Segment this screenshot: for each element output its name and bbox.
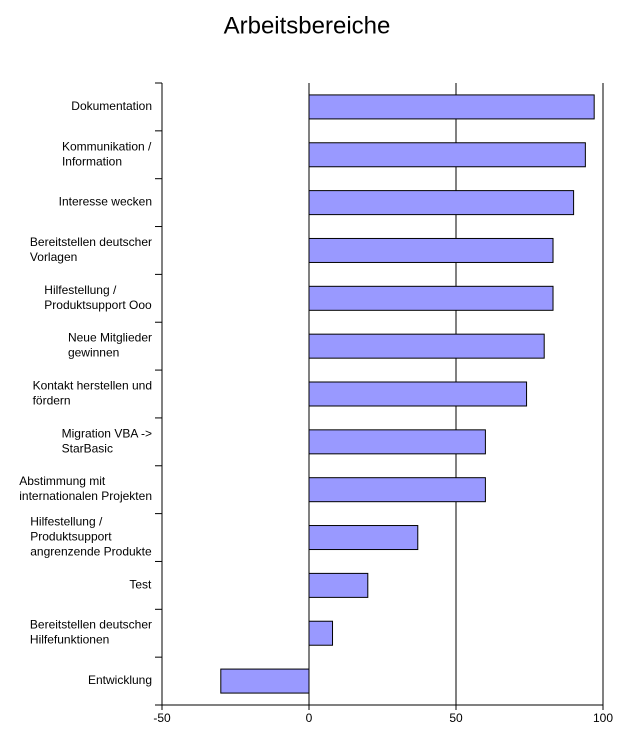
y-tick-label: Kontakt herstellen und fördern [33, 379, 152, 408]
y-tick-label: Neue Mitglieder gewinnen [68, 331, 152, 360]
bar [308, 381, 528, 407]
x-tick-label: 100 [593, 711, 613, 725]
y-tick-label: Entwicklung [88, 673, 152, 687]
x-tick-label: 0 [306, 711, 313, 725]
bar [308, 94, 595, 120]
bar [308, 572, 369, 598]
bar [308, 237, 554, 263]
bar [308, 620, 334, 646]
bar [308, 429, 486, 455]
y-tick-label: Test [129, 578, 152, 592]
y-tick-label: Hilfestellung / Produktsupport Ooo [44, 283, 152, 312]
y-tick-label: Kommunikation / Information [62, 139, 152, 168]
bar [308, 477, 486, 503]
chart-title: Arbeitsbereiche [224, 12, 391, 39]
bar [220, 668, 310, 694]
y-tick-label: Migration VBA -> StarBasic [62, 427, 152, 456]
y-tick-label: Abstimmung mit internationalen Projekten [19, 474, 152, 503]
y-tick-label: Dokumentation [71, 99, 152, 113]
bar [308, 142, 586, 168]
y-tick-label: Hilfestellung / Produktsupport angrenzende… [30, 515, 152, 559]
bar [308, 333, 545, 359]
y-tick-label: Interesse wecken [59, 195, 152, 209]
bar [308, 190, 575, 216]
x-tick-label: 50 [449, 711, 463, 725]
bar [308, 525, 419, 551]
x-tick-label: -50 [153, 711, 171, 725]
y-tick-label: Bereitstellen deutscher Vorlagen [30, 235, 152, 264]
y-tick-label: Bereitstellen deutscher Hilfefunktionen [30, 618, 152, 647]
bar [308, 285, 554, 311]
